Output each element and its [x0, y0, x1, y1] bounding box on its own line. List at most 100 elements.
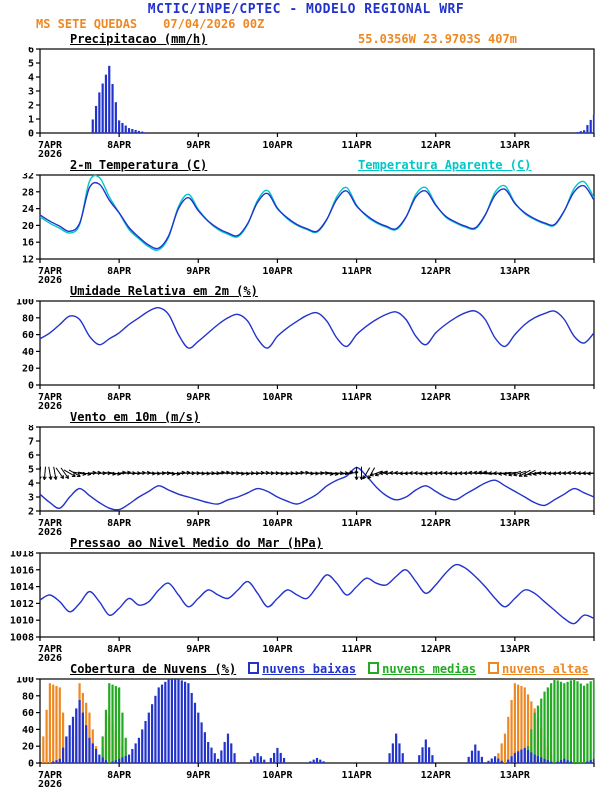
svg-text:13APR: 13APR [500, 140, 531, 151]
svg-text:12: 12 [22, 255, 34, 266]
svg-text:40: 40 [22, 725, 34, 736]
svg-text:12APR: 12APR [421, 644, 452, 655]
high-clouds-label: nuvens altas [502, 662, 589, 676]
svg-text:13APR: 13APR [500, 392, 531, 403]
svg-text:100: 100 [16, 677, 34, 686]
svg-text:60: 60 [22, 330, 34, 341]
svg-text:7APR: 7APR [38, 392, 63, 403]
panel-wind: Vento em 10m (m/s) 2 3 4 5 6 7 8 7APR 2026 8APR 9A… [0, 410, 612, 536]
svg-text:5: 5 [28, 59, 34, 70]
legend-nuvens-altas: nuvens altas [488, 662, 589, 676]
svg-text:1: 1 [28, 115, 34, 126]
svg-text:28: 28 [22, 187, 34, 198]
svg-text:13APR: 13APR [500, 644, 531, 655]
svg-text:4: 4 [28, 73, 34, 84]
panel-pressure: Pressao ao Nivel Medio do Mar (hPa) 1008… [0, 536, 612, 662]
panel-temperature: 2-m Temperatura (C) Temperatura Aparente… [0, 158, 612, 284]
panel-title-row: Vento em 10m (m/s) [0, 410, 612, 425]
svg-text:0: 0 [28, 381, 34, 392]
svg-text:11APR: 11APR [342, 644, 373, 655]
svg-text:7: 7 [28, 437, 34, 448]
panel-title-row: Pressao ao Nivel Medio do Mar (hPa) [0, 536, 612, 551]
svg-text:40: 40 [22, 347, 34, 358]
svg-text:8APR: 8APR [107, 140, 132, 151]
svg-text:9APR: 9APR [186, 392, 211, 403]
svg-text:1010: 1010 [10, 616, 34, 627]
svg-text:12APR: 12APR [421, 770, 452, 781]
svg-text:8: 8 [28, 425, 34, 434]
svg-text:1014: 1014 [10, 582, 34, 593]
svg-text:1016: 1016 [10, 565, 34, 576]
svg-text:10APR: 10APR [262, 770, 293, 781]
svg-text:100: 100 [16, 299, 34, 308]
svg-text:20: 20 [22, 221, 34, 232]
temperature-title: 2-m Temperatura (C) [70, 158, 208, 172]
panel-title-row: Cobertura de Nuvens (%) nuvens baixas nuve… [0, 662, 612, 677]
svg-text:8APR: 8APR [107, 266, 132, 277]
svg-text:32: 32 [22, 173, 34, 182]
station-name: MS SETE QUEDAS [36, 17, 138, 31]
svg-text:2026: 2026 [38, 275, 62, 283]
svg-text:11APR: 11APR [342, 140, 373, 151]
svg-text:11APR: 11APR [342, 518, 373, 529]
svg-text:3: 3 [28, 87, 34, 98]
svg-text:2026: 2026 [38, 527, 62, 535]
svg-text:24: 24 [22, 204, 34, 215]
svg-text:13APR: 13APR [500, 518, 531, 529]
panel-humidity: Umidade Relativa em 2m (%) 0 20 40 60 80 100 7… [0, 284, 612, 410]
run-datetime: 07/04/2026 00Z [163, 17, 265, 31]
run-info: MS SETE QUEDAS 07/04/2026 00Z [0, 17, 612, 32]
svg-text:5: 5 [28, 465, 34, 476]
svg-text:0: 0 [28, 759, 34, 770]
svg-text:10APR: 10APR [262, 644, 293, 655]
mid-clouds-label: nuvens medias [382, 662, 477, 676]
panel-title-row: Precipitacao (mm/h) 55.0356W 23.9703S 40… [0, 32, 612, 47]
page-title: MCTIC/INPE/CPTEC - MODELO REGIONAL WRF [147, 2, 465, 17]
svg-text:9APR: 9APR [186, 518, 211, 529]
svg-text:8APR: 8APR [107, 644, 132, 655]
svg-text:9APR: 9APR [186, 644, 211, 655]
apparent-temperature-label: Temperatura Aparente (C) [358, 158, 532, 172]
high-clouds-swatch-icon [488, 662, 500, 674]
station-coordinates: 55.0356W 23.9703S 407m [358, 32, 517, 46]
cloud-cover-title: Cobertura de Nuvens (%) [70, 662, 237, 676]
svg-text:1012: 1012 [10, 599, 34, 610]
svg-text:13APR: 13APR [500, 266, 531, 277]
svg-text:2026: 2026 [38, 149, 62, 157]
panel-precipitation: Precipitacao (mm/h) 55.0356W 23.9703S 40… [0, 32, 612, 158]
svg-text:20: 20 [22, 364, 34, 375]
pressure-title: Pressao ao Nivel Medio do Mar (hPa) [70, 536, 323, 550]
svg-text:2: 2 [28, 507, 34, 518]
svg-text:12APR: 12APR [421, 266, 452, 277]
svg-text:11APR: 11APR [342, 392, 373, 403]
svg-text:2026: 2026 [38, 401, 62, 409]
svg-text:11APR: 11APR [342, 266, 373, 277]
svg-text:7APR: 7APR [38, 770, 63, 781]
svg-text:10APR: 10APR [262, 266, 293, 277]
svg-text:12APR: 12APR [421, 392, 452, 403]
panel-title-row: Umidade Relativa em 2m (%) [0, 284, 612, 299]
humidity-title: Umidade Relativa em 2m (%) [70, 284, 258, 298]
svg-text:9APR: 9APR [186, 266, 211, 277]
svg-text:16: 16 [22, 238, 34, 249]
svg-text:7APR: 7APR [38, 266, 63, 277]
svg-text:8APR: 8APR [107, 518, 132, 529]
svg-text:9APR: 9APR [186, 770, 211, 781]
svg-text:2026: 2026 [38, 653, 62, 661]
svg-text:1018: 1018 [10, 551, 34, 560]
svg-text:7APR: 7APR [38, 140, 63, 151]
legend-nuvens-medias: nuvens medias [368, 662, 476, 676]
mid-clouds-swatch-icon [368, 662, 380, 674]
low-clouds-swatch-icon [248, 662, 260, 674]
svg-text:6: 6 [28, 47, 34, 56]
svg-text:60: 60 [22, 708, 34, 719]
svg-text:13APR: 13APR [500, 770, 531, 781]
svg-text:4: 4 [28, 479, 34, 490]
svg-text:1008: 1008 [10, 633, 34, 644]
precipitation-title: Precipitacao (mm/h) [70, 32, 208, 46]
legend-nuvens-baixas: nuvens baixas [248, 662, 356, 676]
